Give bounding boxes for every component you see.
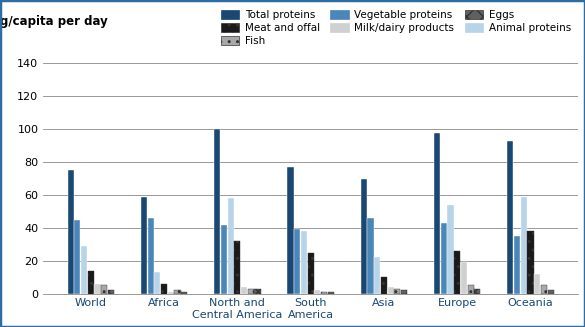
Bar: [247, 289, 254, 294]
Bar: [108, 290, 114, 294]
Bar: [88, 270, 94, 294]
Bar: [474, 289, 480, 294]
Bar: [174, 290, 181, 294]
Bar: [214, 129, 221, 294]
Bar: [141, 197, 147, 294]
Bar: [161, 284, 167, 294]
Bar: [401, 290, 407, 294]
Bar: [301, 231, 307, 294]
Bar: [67, 170, 74, 294]
Text: g/capita per day: g/capita per day: [1, 15, 108, 28]
Bar: [381, 277, 387, 294]
Bar: [454, 251, 460, 294]
Bar: [308, 252, 314, 294]
Bar: [74, 220, 81, 294]
Bar: [147, 218, 154, 294]
Bar: [441, 223, 447, 294]
Bar: [287, 167, 294, 294]
Bar: [314, 290, 321, 294]
Bar: [541, 285, 547, 294]
Bar: [234, 241, 240, 294]
Bar: [527, 231, 534, 294]
Bar: [294, 230, 300, 294]
Bar: [467, 285, 474, 294]
Bar: [221, 225, 227, 294]
Bar: [448, 205, 453, 294]
Bar: [328, 292, 334, 294]
Bar: [321, 292, 327, 294]
Bar: [434, 132, 440, 294]
Bar: [241, 287, 247, 294]
Bar: [387, 287, 394, 294]
Bar: [367, 218, 374, 294]
Bar: [168, 292, 174, 294]
Bar: [374, 257, 380, 294]
Bar: [521, 197, 527, 294]
Bar: [228, 198, 234, 294]
Bar: [81, 246, 87, 294]
Bar: [101, 285, 108, 294]
Bar: [394, 289, 401, 294]
Bar: [534, 274, 541, 294]
Bar: [94, 284, 101, 294]
Bar: [254, 289, 261, 294]
Bar: [548, 290, 554, 294]
Legend: Total proteins, Meat and offal, Fish, Vegetable proteins, Milk/dairy products, E: Total proteins, Meat and offal, Fish, Ve…: [219, 8, 573, 48]
Bar: [181, 292, 187, 294]
Bar: [507, 141, 514, 294]
Bar: [461, 262, 467, 294]
Bar: [154, 272, 160, 294]
Bar: [514, 236, 520, 294]
Bar: [360, 179, 367, 294]
